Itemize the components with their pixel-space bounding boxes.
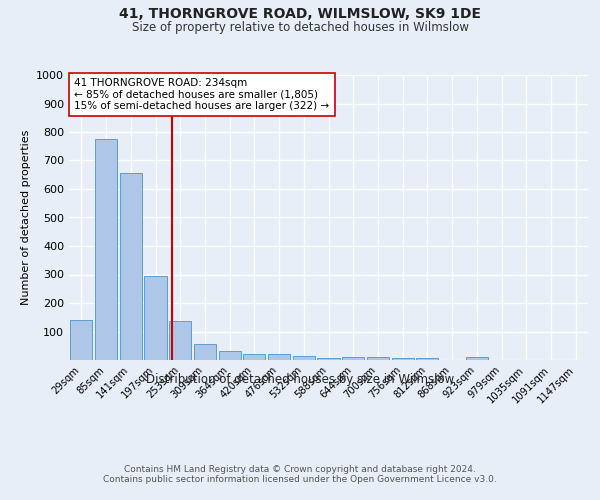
Bar: [317, 358, 340, 360]
Bar: [268, 354, 290, 360]
Text: Contains HM Land Registry data © Crown copyright and database right 2024.
Contai: Contains HM Land Registry data © Crown c…: [103, 465, 497, 484]
Bar: [243, 354, 265, 360]
Bar: [392, 358, 414, 360]
Bar: [293, 356, 315, 360]
Bar: [95, 139, 117, 360]
Text: 41 THORNGROVE ROAD: 234sqm
← 85% of detached houses are smaller (1,805)
15% of s: 41 THORNGROVE ROAD: 234sqm ← 85% of deta…: [74, 78, 329, 111]
Bar: [416, 358, 439, 360]
Text: Size of property relative to detached houses in Wilmslow: Size of property relative to detached ho…: [131, 21, 469, 34]
Bar: [194, 344, 216, 360]
Bar: [466, 357, 488, 360]
Text: Distribution of detached houses by size in Wilmslow: Distribution of detached houses by size …: [146, 372, 454, 386]
Bar: [145, 276, 167, 360]
Text: 41, THORNGROVE ROAD, WILMSLOW, SK9 1DE: 41, THORNGROVE ROAD, WILMSLOW, SK9 1DE: [119, 8, 481, 22]
Bar: [218, 352, 241, 360]
Bar: [169, 320, 191, 360]
Bar: [367, 357, 389, 360]
Bar: [70, 320, 92, 360]
Bar: [119, 174, 142, 360]
Y-axis label: Number of detached properties: Number of detached properties: [20, 130, 31, 305]
Bar: [342, 357, 364, 360]
